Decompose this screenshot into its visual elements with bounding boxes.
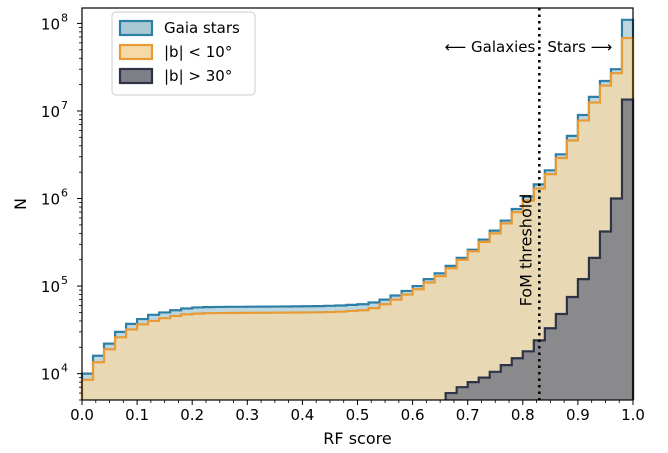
y-axis-label: N <box>11 198 30 210</box>
y-tick-exponent: 4 <box>61 362 68 375</box>
x-tick-label: 0.4 <box>290 406 314 424</box>
y-tick-label: 10 <box>41 191 60 209</box>
x-axis: 0.0 0.1 0.2 0.3 0.4 0.5 0.6 0.7 0.8 0.9 1.0 <box>70 400 645 424</box>
galaxies-annotation: ⟵ Galaxies <box>445 38 536 56</box>
y-tick-label: 10 <box>41 103 60 121</box>
series-layer <box>80 18 635 401</box>
legend-swatch <box>118 43 154 61</box>
x-tick-label: 0.9 <box>566 406 590 424</box>
series-fill <box>82 38 633 400</box>
x-tick-label: 0.1 <box>125 406 149 424</box>
y-tick-exponent: 7 <box>61 99 68 112</box>
x-tick-label: 0.0 <box>70 406 94 424</box>
legend-swatch <box>118 19 154 37</box>
y-tick-exponent: 6 <box>61 187 68 200</box>
y-tick-exponent: 8 <box>61 11 68 24</box>
y-tick-label: 10 <box>41 15 60 33</box>
fom-threshold-label: FoM threshold <box>516 194 535 307</box>
legend: Gaia stars |b| < 10° |b| > 30° <box>111 11 256 96</box>
series-outline <box>80 36 635 400</box>
series-1 <box>80 36 635 400</box>
legend-label: |b| > 30° <box>164 67 232 85</box>
x-tick-label: 0.2 <box>180 406 204 424</box>
y-tick-label: 10 <box>41 278 60 296</box>
x-tick-label: 0.6 <box>401 406 425 424</box>
x-tick-label: 1.0 <box>621 406 645 424</box>
stars-annotation: Stars ⟶ <box>547 38 612 56</box>
legend-label: |b| < 10° <box>164 43 232 61</box>
y-tick-exponent: 5 <box>61 274 68 287</box>
x-tick-label: 0.7 <box>456 406 480 424</box>
x-axis-label: RF score <box>323 429 391 448</box>
x-tick-label: 0.3 <box>235 406 259 424</box>
x-tick-label: 0.5 <box>346 406 370 424</box>
x-tick-label: 0.8 <box>511 406 535 424</box>
legend-swatch <box>118 67 154 85</box>
y-tick-label: 10 <box>41 366 60 384</box>
legend-label: Gaia stars <box>164 19 240 37</box>
series-fill <box>445 99 633 400</box>
